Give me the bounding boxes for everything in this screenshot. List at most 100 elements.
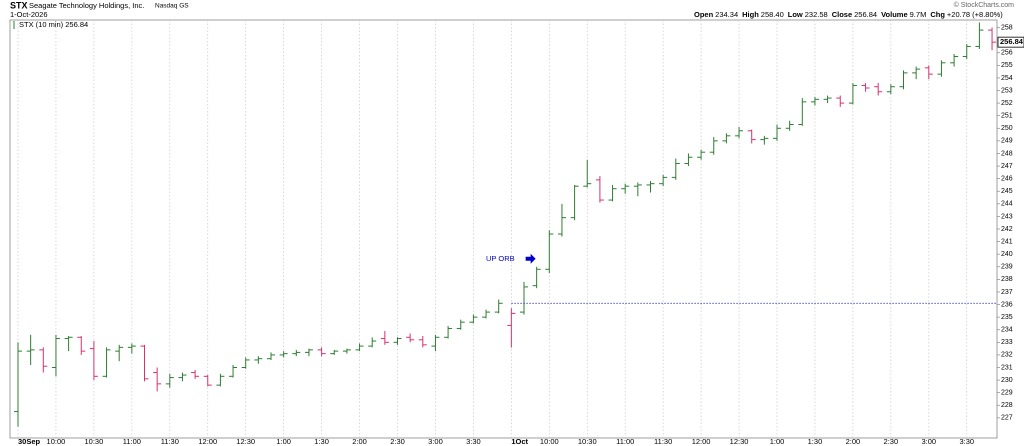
ohlc-bar bbox=[937, 60, 946, 77]
ohlc-bar bbox=[988, 27, 997, 51]
ohlc-bar bbox=[115, 344, 124, 362]
y-tick-label: 237 bbox=[1001, 289, 1013, 296]
x-tick-label: 1:00 bbox=[770, 437, 785, 446]
y-tick-label: 252 bbox=[1001, 100, 1013, 107]
ohlc-bar bbox=[89, 341, 98, 381]
ohlc-bar bbox=[482, 309, 491, 319]
ohlc-bar bbox=[406, 333, 415, 343]
ohlc-bar bbox=[962, 43, 971, 60]
ohlc-bar bbox=[659, 174, 668, 187]
x-tick-label: 1Oct bbox=[511, 437, 528, 446]
ohlc-bar bbox=[216, 373, 225, 387]
ohlc-bar bbox=[520, 281, 528, 315]
y-tick-label: 247 bbox=[1001, 163, 1013, 170]
ohlc-bar bbox=[77, 336, 86, 355]
ohlc-bar bbox=[39, 347, 48, 373]
quote-label: Close bbox=[832, 10, 852, 19]
x-tick-label: 10:30 bbox=[85, 437, 104, 446]
ohlc-bar bbox=[26, 334, 35, 365]
ohlc-bar bbox=[684, 153, 693, 167]
y-tick-label: 233 bbox=[1001, 339, 1013, 346]
y-tick-label: 228 bbox=[1001, 402, 1013, 409]
x-tick-label: 2:00 bbox=[846, 437, 861, 446]
ohlc-bar bbox=[760, 135, 769, 145]
quote-value: 234.34 bbox=[715, 10, 738, 19]
ohlc-bar bbox=[292, 349, 301, 357]
ohlc-bar bbox=[342, 348, 351, 354]
x-tick-label: 2:30 bbox=[884, 437, 899, 446]
y-tick-label: 239 bbox=[1001, 264, 1013, 271]
ohlc-bar bbox=[102, 347, 111, 378]
ohlc-bar bbox=[254, 356, 263, 364]
x-tick-label: 10:00 bbox=[540, 437, 559, 446]
ohlc-bar bbox=[279, 351, 288, 358]
ohlc-bar bbox=[874, 82, 883, 96]
ohlc-bar bbox=[709, 137, 718, 155]
y-tick-label: 249 bbox=[1001, 138, 1013, 145]
ohlc-bar bbox=[747, 129, 756, 144]
ohlc-bar bbox=[861, 82, 870, 92]
x-tick-label: 3:30 bbox=[959, 437, 974, 446]
y-tick-label: 229 bbox=[1001, 390, 1013, 397]
y-tick-label: 246 bbox=[1001, 175, 1013, 182]
ohlc-bar bbox=[64, 336, 73, 352]
x-tick-label: 1:30 bbox=[314, 437, 329, 446]
ohlc-bar bbox=[722, 133, 731, 144]
x-tick-label: 12:00 bbox=[692, 437, 711, 446]
ohlc-bar bbox=[975, 22, 984, 49]
price-label: 256.84 bbox=[1000, 37, 1024, 46]
y-tick-label: 258 bbox=[1001, 24, 1013, 31]
y-tick-label: 243 bbox=[1001, 213, 1013, 220]
quote-label: High bbox=[742, 10, 759, 19]
x-tick-label: 3:00 bbox=[921, 437, 936, 446]
ohlc-bar bbox=[380, 330, 389, 345]
y-tick-label: 256 bbox=[1001, 50, 1013, 57]
legend: STX (10 min) 256.84 bbox=[13, 20, 88, 29]
annotation: UP ORB bbox=[486, 254, 515, 263]
x-tick-label: 1:30 bbox=[808, 437, 823, 446]
ohlc-bar bbox=[51, 334, 60, 377]
annotation-arrow bbox=[525, 253, 536, 264]
y-tick-label: 240 bbox=[1001, 251, 1013, 258]
y-tick-label: 235 bbox=[1001, 314, 1013, 321]
ohlc-bar bbox=[646, 181, 655, 193]
y-tick-label: 227 bbox=[1001, 415, 1013, 422]
ohlc-bar bbox=[393, 337, 402, 345]
ohlc-bar bbox=[823, 95, 832, 104]
ohlc-bar bbox=[583, 159, 592, 188]
x-tick-label: 12:00 bbox=[198, 437, 217, 446]
ohlc-bar bbox=[368, 337, 377, 348]
ohlc-bar bbox=[798, 98, 807, 126]
credit: © StockCharts.com bbox=[954, 1, 1015, 9]
ohlc-bar bbox=[924, 65, 933, 80]
x-tick-label: 30Sep bbox=[18, 437, 41, 446]
plot-frame bbox=[9, 19, 998, 439]
x-tick-label: 11:00 bbox=[616, 437, 634, 446]
ohlc-bar bbox=[317, 347, 326, 357]
x-tick-label: 11:30 bbox=[654, 437, 672, 446]
ohlc-bar bbox=[304, 348, 313, 357]
ohlc-bar bbox=[355, 343, 364, 352]
company-name: Seagate Technology Holdings, Inc. bbox=[29, 1, 144, 10]
ohlc-bar bbox=[848, 82, 857, 105]
quote-label: Chg bbox=[930, 10, 945, 19]
ohlc-bar bbox=[545, 230, 554, 274]
ohlc-bar bbox=[735, 127, 744, 139]
quote-label: Low bbox=[788, 10, 803, 19]
ohlc-bar bbox=[267, 352, 275, 360]
quote-value: 9.7M bbox=[910, 10, 927, 19]
ohlc-bar bbox=[595, 176, 604, 203]
ohlc-bar bbox=[127, 343, 136, 354]
ohlc-bar bbox=[241, 357, 250, 369]
ohlc-bar bbox=[203, 375, 212, 387]
y-tick-label: 253 bbox=[1001, 87, 1013, 94]
y-tick-label: 244 bbox=[1001, 201, 1013, 208]
ohlc-bar bbox=[494, 299, 503, 314]
ohlc-bar bbox=[140, 344, 149, 382]
ohlc-bar bbox=[532, 266, 541, 289]
price-box bbox=[997, 36, 1024, 48]
ohlc-bar bbox=[621, 183, 630, 194]
ohlc-bar bbox=[912, 66, 921, 80]
x-tick-label: 2:30 bbox=[390, 437, 405, 446]
y-tick-label: 232 bbox=[1001, 352, 1013, 359]
